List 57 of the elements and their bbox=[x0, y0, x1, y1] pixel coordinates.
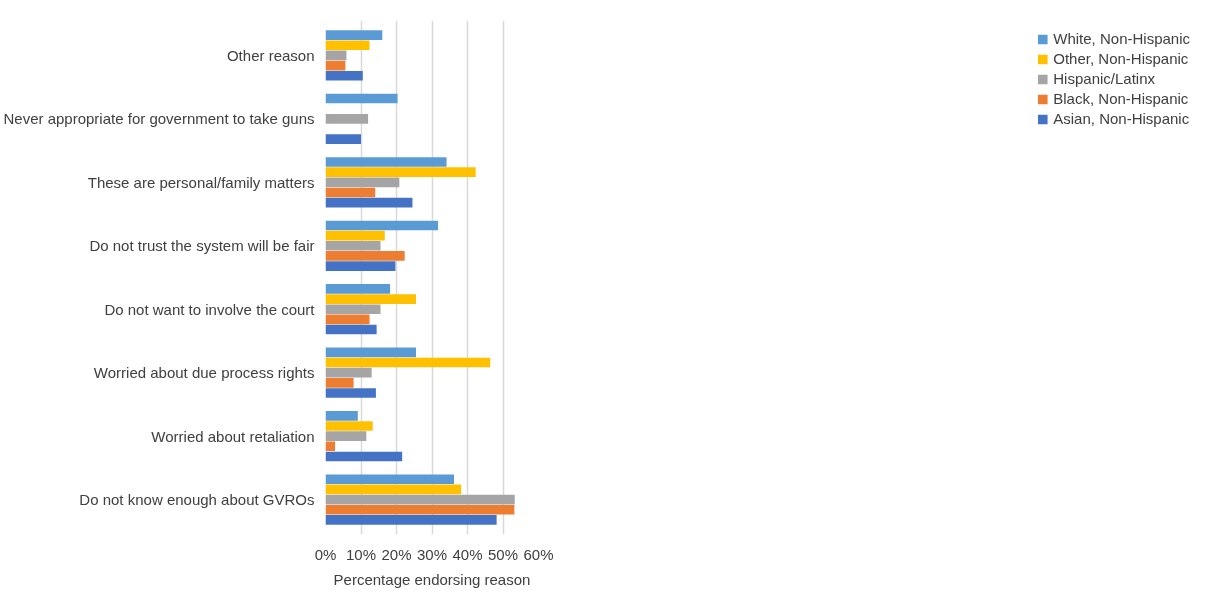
y-tick-label: Do not trust the system will be fair bbox=[89, 237, 315, 255]
x-tick-label: 20% bbox=[381, 545, 412, 563]
bar bbox=[325, 484, 462, 495]
legend-label: Black, Non-Hispanic bbox=[1053, 90, 1189, 107]
bar bbox=[325, 167, 476, 177]
bar bbox=[325, 40, 370, 51]
bar bbox=[325, 230, 385, 241]
legend-label: White, Non-Hispanic bbox=[1053, 30, 1190, 47]
bar bbox=[325, 421, 373, 431]
bar bbox=[325, 347, 417, 358]
bar bbox=[325, 284, 391, 294]
bar bbox=[325, 197, 413, 208]
x-axis-title: Percentage endorsing reason bbox=[333, 570, 531, 588]
bar bbox=[325, 187, 376, 198]
x-tick-label: 0% bbox=[314, 545, 337, 563]
y-tick-label: Worried about due process rights bbox=[93, 364, 315, 382]
legend-label: Hispanic/Latinx bbox=[1053, 70, 1155, 87]
bar bbox=[325, 357, 491, 368]
bar bbox=[325, 474, 455, 485]
bar bbox=[325, 70, 363, 81]
x-tick-label: 10% bbox=[345, 545, 377, 563]
y-tick-label: Do not know enough about GVROs bbox=[79, 491, 315, 509]
y-tick-label: These are personal/family matters bbox=[87, 173, 315, 191]
bar bbox=[325, 30, 383, 40]
bar bbox=[325, 504, 515, 515]
y-tick-label: Do not want to involve the court bbox=[104, 300, 316, 318]
bar bbox=[325, 114, 369, 124]
y-tick-label: Never appropriate for government to take guns bbox=[3, 110, 315, 128]
bar bbox=[325, 157, 447, 167]
bar bbox=[325, 294, 417, 304]
x-tick-label: 60% bbox=[523, 545, 554, 563]
bar bbox=[325, 494, 515, 505]
bar bbox=[325, 451, 403, 462]
bar bbox=[325, 314, 370, 325]
bar bbox=[325, 441, 336, 452]
bar bbox=[325, 251, 405, 261]
bar bbox=[325, 177, 400, 188]
x-tick-label: 50% bbox=[487, 545, 519, 563]
bar bbox=[325, 431, 367, 441]
bar bbox=[325, 240, 381, 251]
bar bbox=[325, 134, 361, 144]
bar bbox=[325, 411, 358, 421]
x-tick-label: 40% bbox=[452, 545, 483, 563]
bar bbox=[325, 378, 354, 388]
legend-label: Other, Non-Hispanic bbox=[1053, 50, 1189, 67]
bar bbox=[325, 220, 439, 231]
y-tick-label: Other reason bbox=[226, 46, 315, 64]
bar bbox=[325, 388, 376, 398]
bar bbox=[325, 515, 497, 525]
bar bbox=[325, 324, 377, 335]
bar bbox=[325, 367, 372, 378]
bar bbox=[325, 261, 396, 271]
x-tick-label: 30% bbox=[416, 545, 448, 563]
legend-label: Asian, Non-Hispanic bbox=[1053, 110, 1190, 127]
bar bbox=[325, 93, 398, 104]
y-tick-label: Worried about retaliation bbox=[151, 427, 315, 445]
bar bbox=[325, 304, 381, 315]
